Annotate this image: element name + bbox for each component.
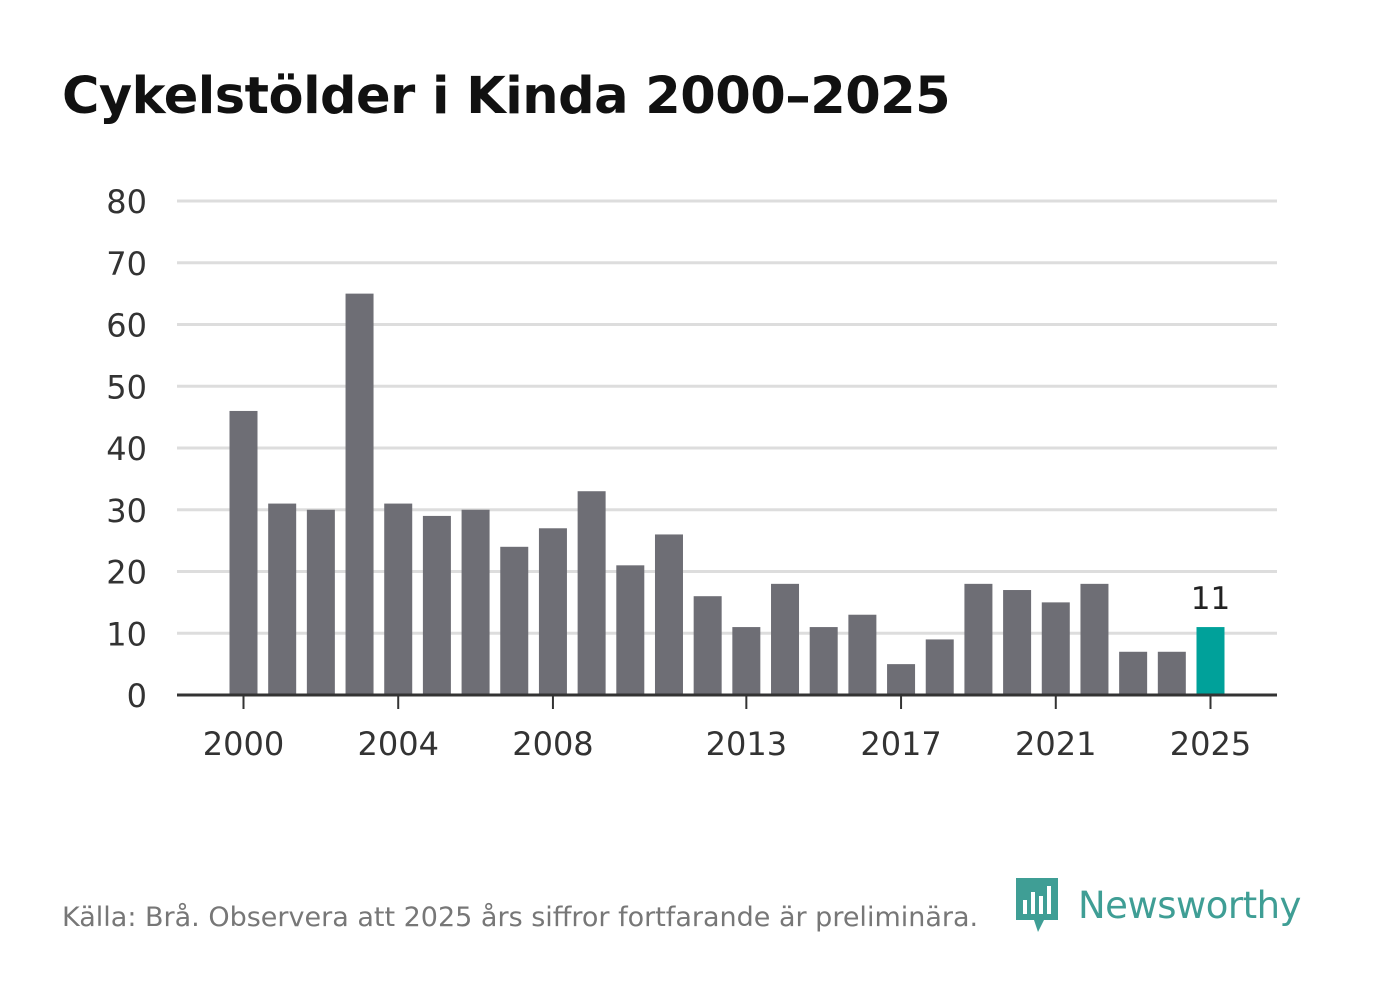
bar-2017 [887,664,916,695]
x-tick-label-2021: 2021 [1015,725,1096,763]
bar-2007 [500,546,529,695]
y-axis-ticks: 0 10 20 30 40 50 60 70 80 [106,183,147,715]
x-axis-ticks: 2000 2004 2008 2013 2017 2021 2025 [203,695,1251,763]
bars [229,293,1225,695]
bar-2021 [1041,602,1070,695]
bar-2016 [848,614,877,695]
bar-2005 [422,515,451,695]
bar-2012 [693,596,722,695]
bar-2020 [1003,590,1032,695]
y-tick-label-10: 10 [106,615,147,653]
bar-2015 [809,627,838,695]
data-labels: 11 [1191,581,1230,617]
x-tick-label-2004: 2004 [358,725,439,763]
x-tick-label-2000: 2000 [203,725,284,763]
y-tick-label-30: 30 [106,492,147,530]
bar-2010 [616,565,645,695]
bar-2023 [1119,651,1148,695]
newsworthy-icon [1016,878,1058,932]
bar-2002 [306,509,335,695]
chart-title: Cykelstölder i Kinda 2000–2025 [62,67,951,126]
bar-2004 [384,503,413,695]
y-tick-label-70: 70 [106,245,147,283]
bar-2008 [538,528,567,695]
bar-2011 [654,534,683,695]
bar-2018 [925,639,954,695]
bar-2000 [229,410,258,695]
bar-2014 [771,583,800,695]
y-tick-label-20: 20 [106,554,147,592]
brand-name: Newsworthy [1078,884,1301,927]
bar-2001 [268,503,297,695]
x-tick-label-2025: 2025 [1170,725,1251,763]
x-tick-label-2013: 2013 [706,725,787,763]
bar-2006 [461,509,490,695]
y-tick-label-80: 80 [106,183,147,221]
newsworthy-logo: Newsworthy [1012,876,1301,936]
bar-2019 [964,583,993,695]
bar-2009 [577,491,606,695]
y-tick-label-0: 0 [127,677,147,715]
x-tick-label-2008: 2008 [512,725,593,763]
y-tick-label-60: 60 [106,307,147,345]
data-label-2025: 11 [1191,581,1230,617]
gridlines [177,199,1277,635]
y-tick-label-40: 40 [106,430,147,468]
bar-2022 [1080,583,1109,695]
x-tick-label-2017: 2017 [860,725,941,763]
y-tick-label-50: 50 [106,368,147,406]
bar-2013 [732,627,761,695]
bar-2025 [1196,627,1225,695]
bar-2024 [1157,651,1186,695]
source-note: Källa: Brå. Observera att 2025 års siffr… [62,902,979,933]
bar-2003 [345,293,374,695]
